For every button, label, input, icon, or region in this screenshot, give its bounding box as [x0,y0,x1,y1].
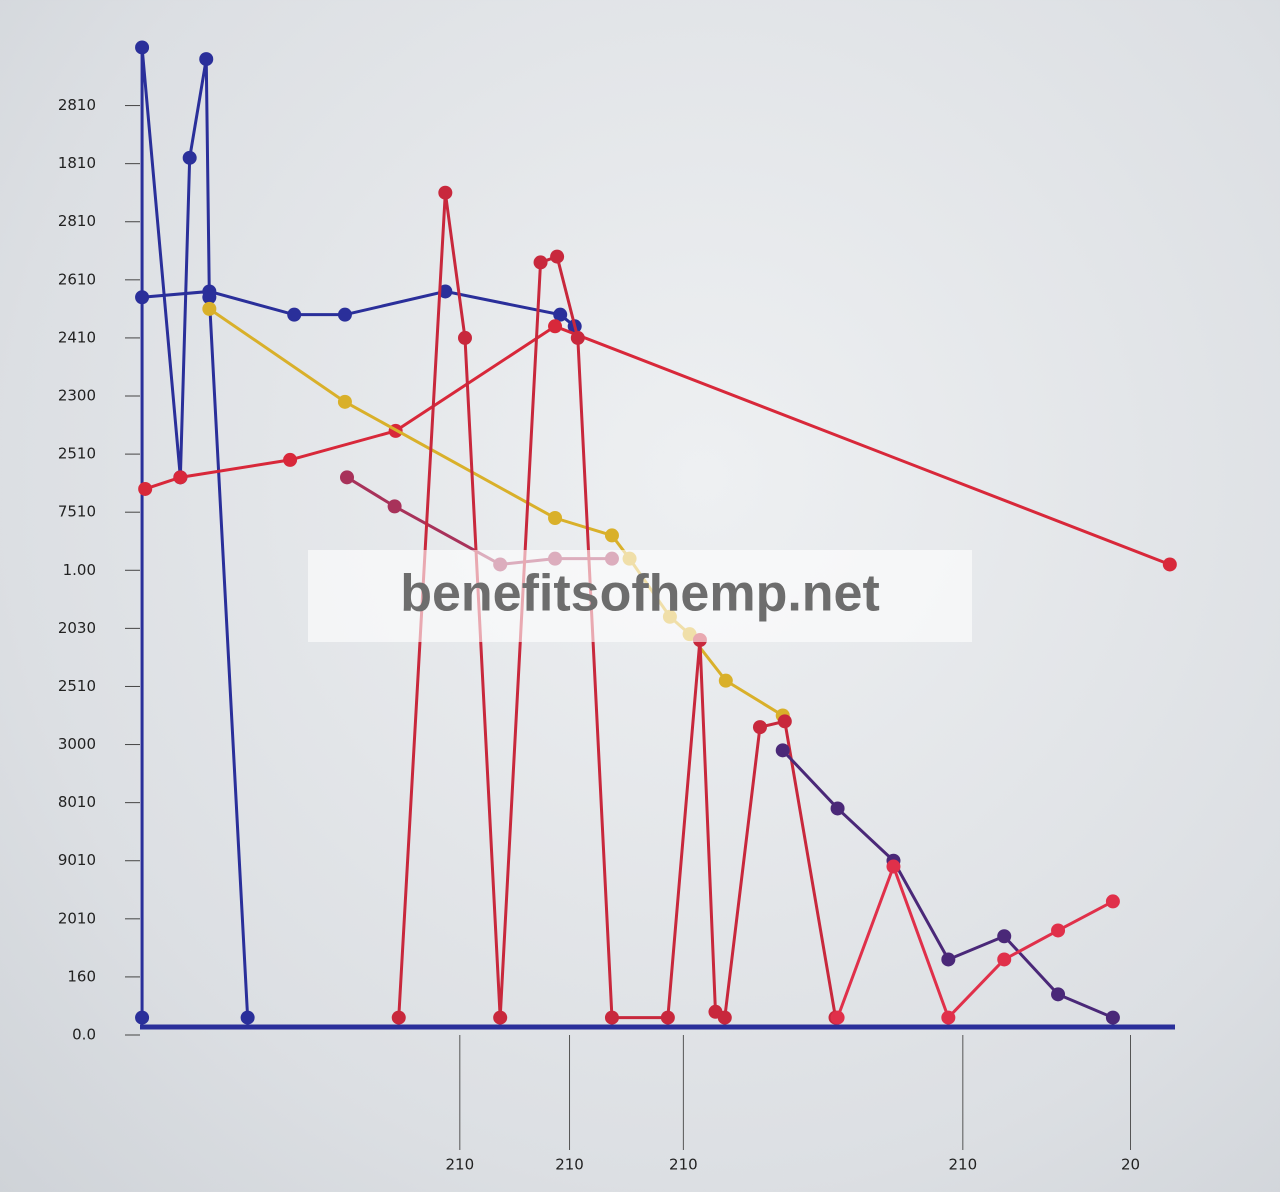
point [604,528,619,543]
y-tick-label: 2810 [58,96,96,114]
point [337,307,352,322]
point [1162,557,1177,572]
y-tick-label: 8010 [58,793,96,811]
watermark-box [308,550,972,642]
point [135,40,150,55]
series-line [781,749,1114,1019]
point [660,1010,675,1025]
y-tick-label: 2410 [58,328,96,346]
point [1105,1010,1120,1025]
point [391,1010,406,1025]
y-tick-label: 2510 [58,445,96,463]
series-line [208,307,784,717]
point [135,1010,150,1025]
point [997,952,1012,967]
point [202,301,217,316]
point [886,859,901,874]
point [340,470,354,485]
point [830,801,845,816]
point [287,307,302,322]
point [199,52,214,67]
point [387,499,402,514]
point [717,1010,732,1025]
x-tick-label: 210 [949,1156,978,1174]
y-tick-label: 2030 [58,619,96,637]
point [775,743,790,758]
point [240,1010,255,1025]
point [548,319,563,334]
point [457,330,472,345]
y-tick-label: 2810 [58,212,96,230]
y-tick-label: 2010 [58,909,96,927]
point [533,255,548,270]
y-tick-label: 3000 [58,735,96,753]
y-tick-label: 2610 [58,270,96,288]
point [997,929,1012,944]
point [752,720,767,735]
point [941,952,956,967]
point [182,150,197,165]
point [283,452,298,467]
x-tick-label: 20 [1121,1156,1140,1174]
series-line [836,862,1114,1021]
point [337,394,352,409]
point [570,330,585,345]
series-line [144,324,1171,566]
point [202,284,217,299]
x-tick-label: 210 [445,1156,474,1174]
x-tick-label: 210 [555,1156,584,1174]
point [941,1010,956,1025]
point [777,714,792,729]
point [1105,894,1120,909]
x-tick-label: 210 [669,1156,698,1174]
y-tick-label: 2300 [58,387,96,405]
y-tick-label: 7510 [58,503,96,521]
series-line [140,47,250,1018]
point [135,290,150,305]
y-tick-label: 1810 [58,154,96,172]
point [438,284,453,299]
point [830,1010,845,1025]
point [604,1010,619,1025]
point [138,481,153,496]
point [1051,987,1066,1002]
y-tick-label: 160 [67,967,96,985]
point [718,673,733,688]
y-tick-label: 1.00 [63,561,96,579]
point [548,511,563,525]
point [173,470,188,485]
point [553,307,568,322]
watermark: benefitsofhemp.net [400,565,880,623]
point [493,1010,508,1025]
point [1051,923,1066,938]
point [550,249,565,264]
y-tick-label: 0.0 [72,1026,96,1044]
y-tick-label: 2510 [58,677,96,695]
point [438,185,453,200]
y-tick-label: 9010 [58,851,96,869]
